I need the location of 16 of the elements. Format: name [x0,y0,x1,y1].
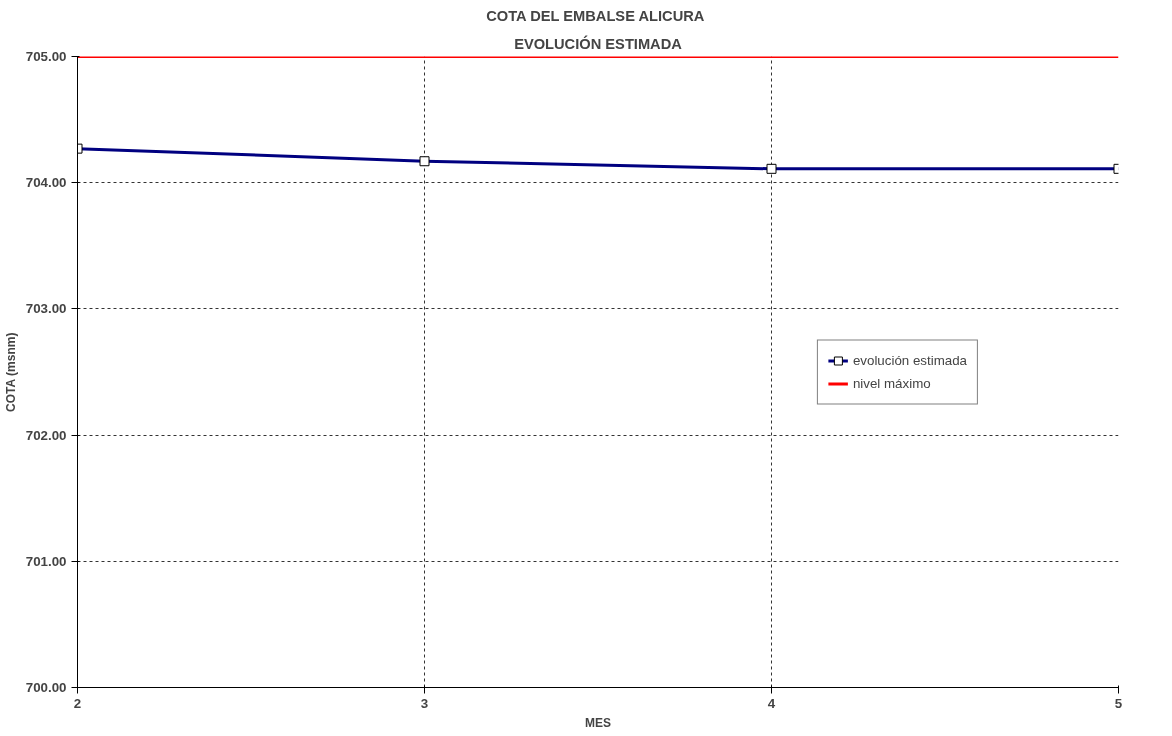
legend-label: evolución estimada [852,352,967,368]
chart-title: COTA DEL EMBALSE ALICURA [486,7,705,24]
y-tick-label: 702.00 [25,427,67,443]
y-tick-label: 704.00 [25,175,67,191]
y-tick-label: 705.00 [25,49,67,64]
chart-subtitle: EVOLUCIÓN ESTIMADA [514,34,683,52]
x-tick-label: 2 [73,695,82,711]
legend-label: nivel máximo [852,375,931,391]
x-axis-title: MES [585,715,612,730]
y-tick-label: 701.00 [25,553,67,569]
x-tick-label: 4 [767,695,776,711]
y-tick-label: 700.00 [25,680,67,695]
x-tick-label: 5 [1114,695,1123,711]
x-tick-label: 3 [420,695,429,711]
y-tick-label: 703.00 [25,301,67,317]
y-axis-title: COTA (msnm) [3,332,18,412]
